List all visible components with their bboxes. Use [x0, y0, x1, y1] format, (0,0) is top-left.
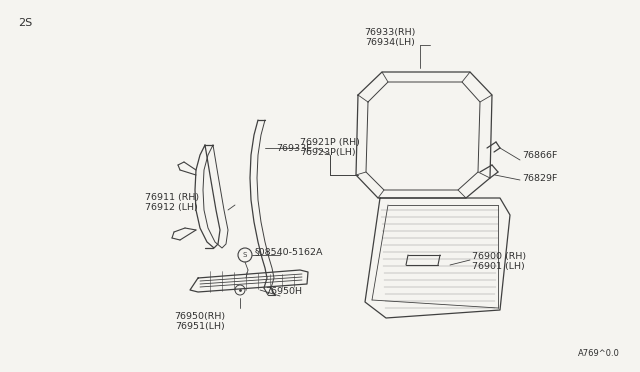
Text: 76911 (RH)
76912 (LH): 76911 (RH) 76912 (LH)	[145, 193, 199, 212]
Text: 76933E: 76933E	[276, 144, 312, 153]
Text: S: S	[243, 252, 247, 258]
Text: 76933(RH)
76934(LH): 76933(RH) 76934(LH)	[364, 28, 416, 47]
Text: 76921P (RH)
76923P(LH): 76921P (RH) 76923P(LH)	[300, 138, 360, 157]
Text: 76950H: 76950H	[265, 288, 302, 296]
Text: 76866F: 76866F	[522, 151, 557, 160]
Text: §08540-5162A: §08540-5162A	[255, 247, 323, 257]
Text: 76950(RH)
76951(LH): 76950(RH) 76951(LH)	[175, 312, 225, 331]
Text: A769^0.0: A769^0.0	[578, 349, 620, 358]
Text: 76900 (RH)
76901 (LH): 76900 (RH) 76901 (LH)	[472, 252, 526, 272]
Text: 2S: 2S	[18, 18, 32, 28]
Text: 76829F: 76829F	[522, 173, 557, 183]
